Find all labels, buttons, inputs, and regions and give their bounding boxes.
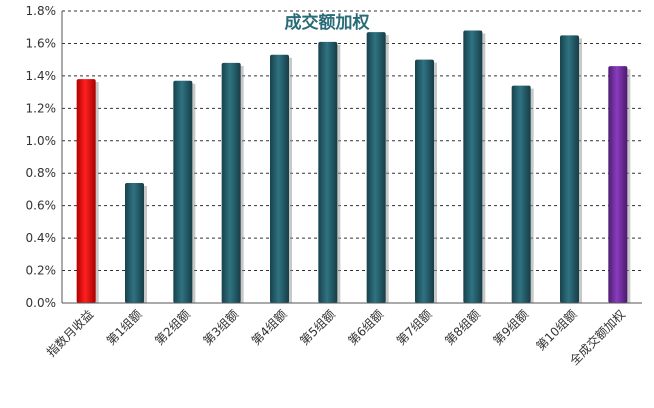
- x-category-label: 指数月收益: [43, 307, 96, 360]
- x-category-label: 第7组额: [394, 307, 435, 348]
- chart-title: 成交额加权: [285, 12, 371, 33]
- x-category-label: 第1组额: [104, 307, 145, 348]
- bar: [366, 32, 386, 303]
- x-category-label: 第9组额: [491, 307, 532, 348]
- y-tick-label: 0.4%: [26, 231, 57, 245]
- bar: [221, 62, 241, 304]
- bar: [511, 85, 531, 303]
- bar: [270, 54, 289, 303]
- y-tick-label: 0.2%: [26, 264, 57, 278]
- x-category-label: 第4组额: [249, 307, 290, 348]
- bar: [415, 59, 434, 303]
- y-tick-label: 0.0%: [26, 296, 57, 310]
- bar: [608, 66, 628, 304]
- y-tick-label: 1.6%: [26, 36, 57, 50]
- x-category-label: 第6组额: [346, 307, 387, 348]
- x-axis-category-labels: 指数月收益 第1组额 第2组额 第3组额 第4组额 第5组额 第6组额 第7组额 第8组额 第9组…: [43, 307, 628, 369]
- bar: [318, 41, 338, 303]
- y-tick-label: 1.2%: [26, 101, 57, 115]
- x-category-label: 第10组额: [533, 307, 579, 353]
- x-category-label: 第8组额: [442, 307, 483, 348]
- y-tick-label: 1.0%: [26, 134, 57, 148]
- bar: [463, 30, 483, 303]
- x-category-label: 第2组额: [152, 307, 193, 348]
- y-axis-tick-labels: 0.0% 0.2% 0.4% 0.6% 0.8% 1.0% 1.2% 1.4% 1.6% 1.8%: [26, 4, 57, 310]
- y-tick-label: 0.6%: [26, 199, 57, 213]
- bar: [76, 79, 96, 303]
- y-tick-label: 1.4%: [26, 69, 57, 83]
- x-category-label: 第3组额: [201, 307, 242, 348]
- bar: [560, 35, 579, 303]
- x-category-label: 第5组额: [297, 307, 338, 348]
- y-tick-label: 1.8%: [26, 4, 57, 18]
- bar: [173, 80, 193, 303]
- gridlines: [62, 10, 642, 272]
- bar: [125, 182, 144, 303]
- y-tick-label: 0.8%: [26, 166, 57, 180]
- bars: [76, 30, 631, 304]
